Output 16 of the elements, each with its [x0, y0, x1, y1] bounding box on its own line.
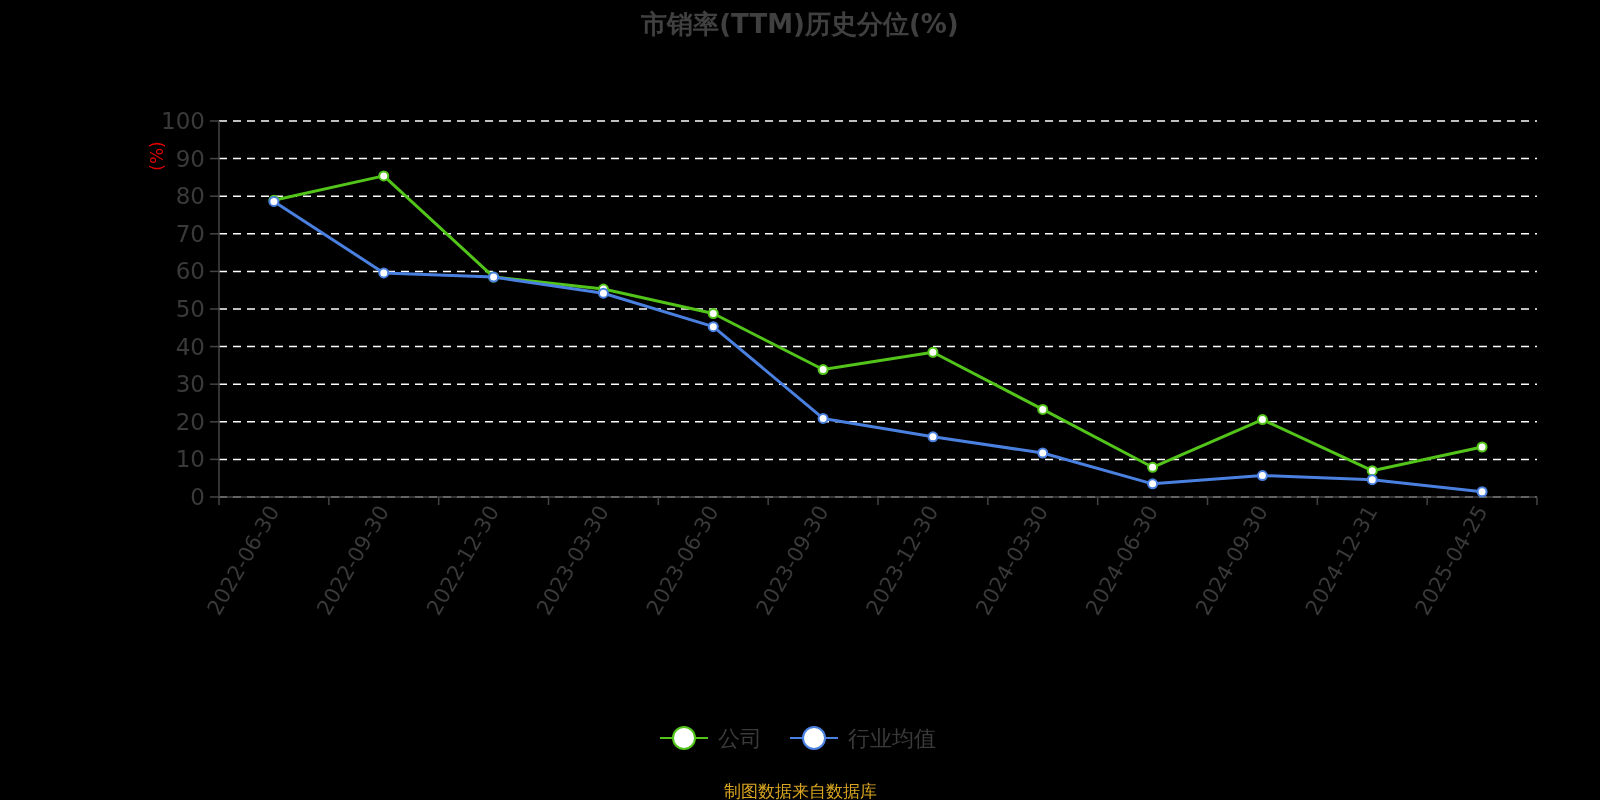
y-tick-label: 20	[175, 408, 205, 435]
chart-title: 市销率(TTM)历史分位(%)	[640, 9, 959, 39]
y-tick-label: 40	[175, 333, 205, 360]
y-tick-label: 30	[175, 371, 205, 398]
legend-label: 公司	[718, 726, 762, 751]
y-tick-label: 90	[175, 145, 205, 172]
y-tick-label: 80	[175, 183, 205, 210]
y-tick-label: 100	[161, 108, 205, 134]
y-tick-label: 60	[175, 258, 205, 285]
y-axis-title: (%)	[147, 141, 167, 171]
y-tick-label: 0	[190, 484, 205, 510]
y-tick-label: 10	[175, 446, 205, 473]
text: 制图数据来自数据库	[723, 781, 877, 800]
legend-label: 行业均值	[848, 726, 936, 751]
y-tick-label: 70	[175, 220, 205, 247]
y-tick-label: 50	[175, 296, 205, 322]
